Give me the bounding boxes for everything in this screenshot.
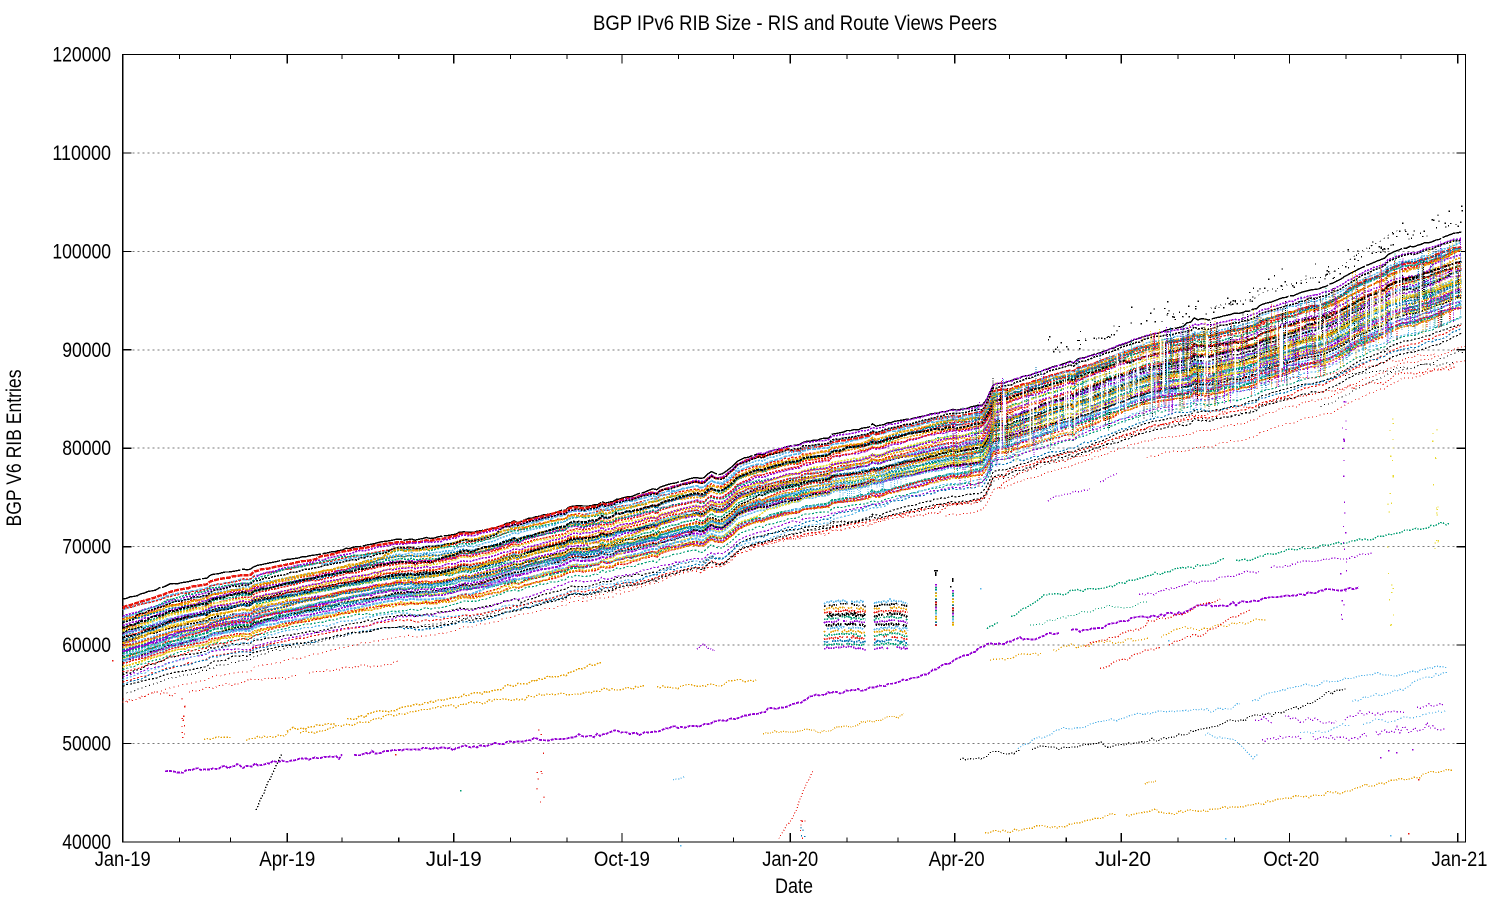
svg-text:Oct-20: Oct-20 [1263, 848, 1319, 871]
svg-text:120000: 120000 [52, 44, 111, 67]
svg-text:Date: Date [775, 875, 813, 898]
svg-text:Jul-19: Jul-19 [426, 848, 482, 871]
svg-text:60000: 60000 [62, 634, 111, 657]
svg-text:70000: 70000 [62, 536, 111, 559]
svg-text:80000: 80000 [62, 437, 111, 460]
svg-text:Jan-19: Jan-19 [95, 848, 151, 871]
svg-text:Jan-20: Jan-20 [762, 848, 818, 871]
svg-text:BGP IPv6 RIB Size - RIS and Ro: BGP IPv6 RIB Size - RIS and Route Views … [593, 12, 997, 35]
svg-text:100000: 100000 [52, 240, 111, 263]
svg-text:Jul-20: Jul-20 [1095, 848, 1151, 871]
svg-text:Oct-19: Oct-19 [594, 848, 650, 871]
svg-text:Jan-21: Jan-21 [1432, 848, 1488, 871]
svg-text:90000: 90000 [62, 339, 111, 362]
svg-text:40000: 40000 [62, 831, 111, 854]
svg-text:110000: 110000 [52, 142, 111, 165]
svg-text:Apr-19: Apr-19 [259, 848, 315, 871]
svg-text:50000: 50000 [62, 733, 111, 756]
svg-text:BGP V6 RIB Entries: BGP V6 RIB Entries [3, 370, 26, 527]
svg-text:Apr-20: Apr-20 [929, 848, 985, 871]
